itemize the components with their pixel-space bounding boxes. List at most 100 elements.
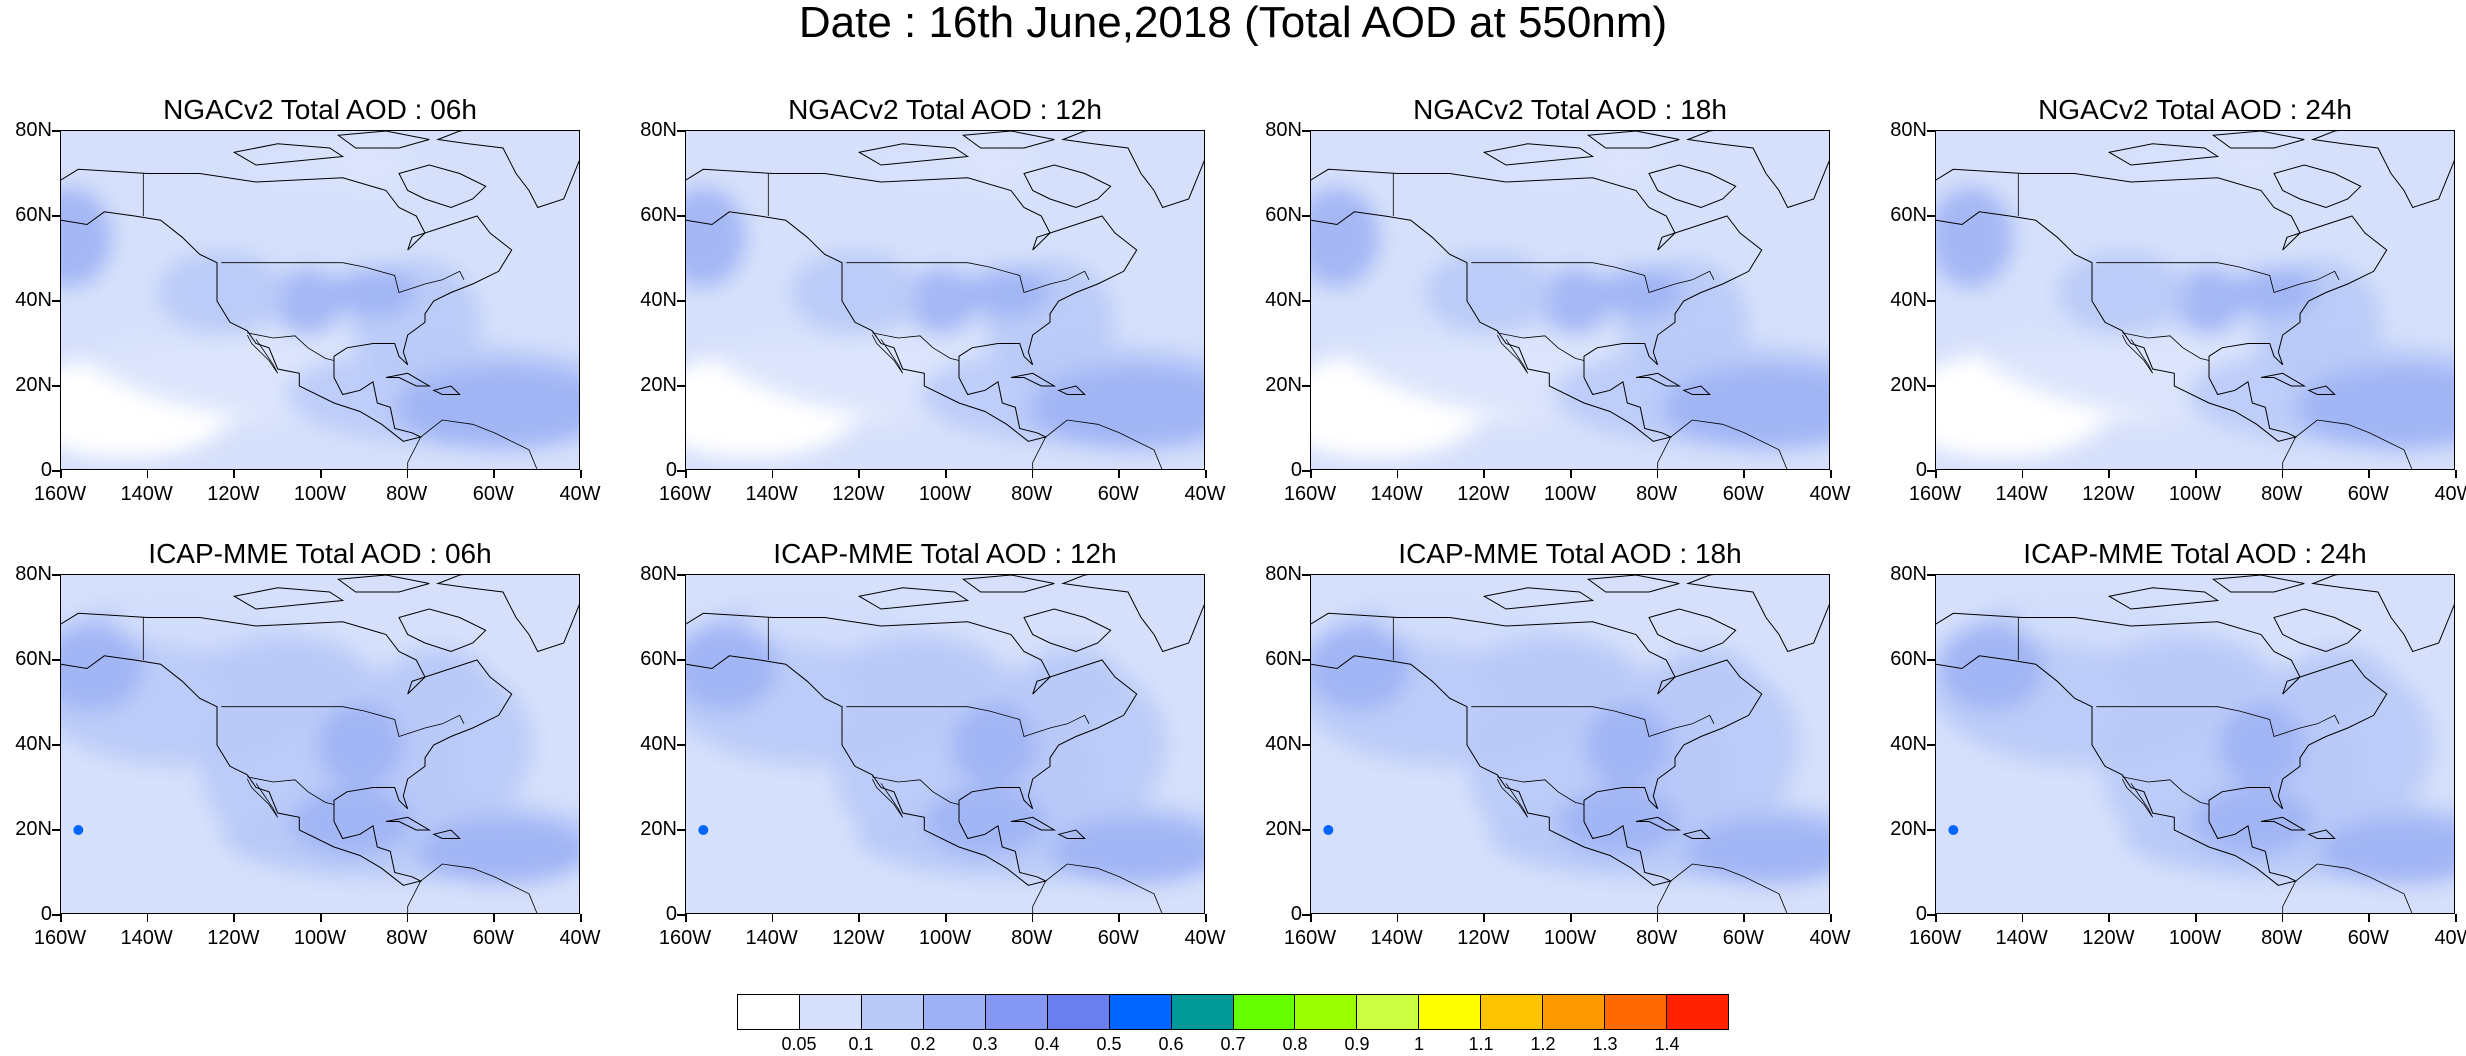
aod-shading [1936,131,2454,459]
colorbar-swatch [1171,995,1234,1029]
x-tick-label: 160W [33,483,87,505]
y-tick-label: 40N [1890,733,1927,755]
coastline [1686,575,1829,653]
y-tick-label: 40N [640,289,677,311]
coastline [1311,612,1763,886]
aod-blob [842,634,998,703]
aod-blob [2243,660,2435,830]
boundary-line [1471,262,1715,294]
y-tick-mark [677,659,685,661]
x-tick-mark [2368,470,2370,478]
colorbar-swatch [1233,995,1296,1029]
x-tick-mark [2021,470,2024,478]
x-tick-mark [493,914,495,922]
x-tick-mark [2108,914,2110,922]
x-tick-label: 140W [120,483,173,505]
y-tick-label: 0 [665,459,677,481]
aod-blob [416,817,579,886]
aod-blob [1423,250,1554,335]
coastline [1061,131,1204,209]
x-tick-mark [1483,914,1485,922]
coastline [232,587,345,610]
aod-blob [790,250,920,335]
coastline [1057,829,1086,839]
colorbar-label: 0.2 [910,1034,936,1054]
map-panel: NGACv2 Total AOD : 18h 80N 60N 40N 20N 0 160W 1… [1250,94,1870,514]
coastline [1686,131,1829,209]
x-tick-mark [2108,470,2110,478]
x-tick-mark [858,914,860,922]
x-tick-label: 60W [1097,483,1139,505]
colorbar-swatch [1109,995,1172,1029]
x-tick-mark [1483,470,1485,478]
coastline [1635,816,1682,831]
x-tick-mark [1396,470,1399,478]
x-tick-mark [685,914,687,922]
y-tick-label: 0 [40,903,52,925]
y-tick-mark [1927,659,1935,661]
boundary-line [2122,776,2210,805]
y-tick-label: 80N [640,119,677,141]
x-tick-mark [406,470,409,478]
boundary-line [1497,776,1585,805]
boundary-line [2121,778,2154,818]
boundary-line [247,332,335,361]
aod-blob [1050,817,1204,886]
coastline [686,612,1138,886]
coastline [857,143,970,166]
x-tick-label: 160W [33,927,87,949]
coastline [1682,385,1711,395]
y-tick-mark [52,470,60,472]
x-tick-mark [1031,470,1034,478]
x-tick-label: 40W [1184,483,1226,505]
aod-blob [2174,267,2244,335]
x-tick-label: 120W [2082,927,2135,949]
x-tick-label: 140W [1995,927,2048,949]
coastline [1482,143,1595,166]
aod-blob [208,634,365,703]
y-tick-label: 20N [1890,818,1927,840]
x-tick-label: 100W [1543,927,1597,949]
y-tick-label: 40N [15,733,52,755]
x-tick-mark [233,914,235,922]
x-tick-mark [146,470,149,478]
map-panel: ICAP-MME Total AOD : 24h 80N 60N 40N 20N 0 160… [1875,538,2466,958]
coastline [1482,587,1595,610]
x-tick-label: 100W [293,483,347,505]
coastline [432,829,461,839]
coastline [2311,575,2454,653]
y-tick-mark [52,659,60,661]
boundary-line [1657,419,1788,469]
colorbar-swatch [1543,995,1606,1029]
aod-blob [1402,131,1792,216]
boundary-line [221,706,465,738]
boundary-line [846,706,1090,738]
aod-shading [1311,575,1829,913]
x-tick-label: 160W [1908,483,1962,505]
y-tick-label: 20N [15,818,52,840]
y-tick-mark [677,744,685,746]
x-tick-mark [580,914,582,922]
y-tick-mark [677,300,685,302]
y-tick-mark [52,215,60,217]
x-tick-mark [493,470,495,478]
aod-hotspot [698,825,709,835]
panel-title: ICAP-MME Total AOD : 06h [148,538,492,569]
panel-title: ICAP-MME Total AOD : 12h [773,538,1117,569]
colorbar-swatch [1667,995,1728,1029]
aod-blob [1019,647,1124,716]
colorbar-label: 1 [1413,1034,1424,1054]
coastline [1648,164,1737,209]
y-tick-label: 20N [15,374,52,396]
x-tick-mark [2455,914,2457,922]
boundary-line [871,334,904,374]
x-tick-label: 60W [472,927,514,949]
colorbar-swatch [1419,995,1482,1029]
coastline [1010,372,1057,387]
boundary-line [1657,863,1788,913]
y-tick-mark [52,914,60,916]
x-tick-mark [2195,914,2197,922]
x-tick-mark [1656,470,1659,478]
y-tick-mark [1927,574,1935,576]
x-tick-label: 160W [658,927,712,949]
